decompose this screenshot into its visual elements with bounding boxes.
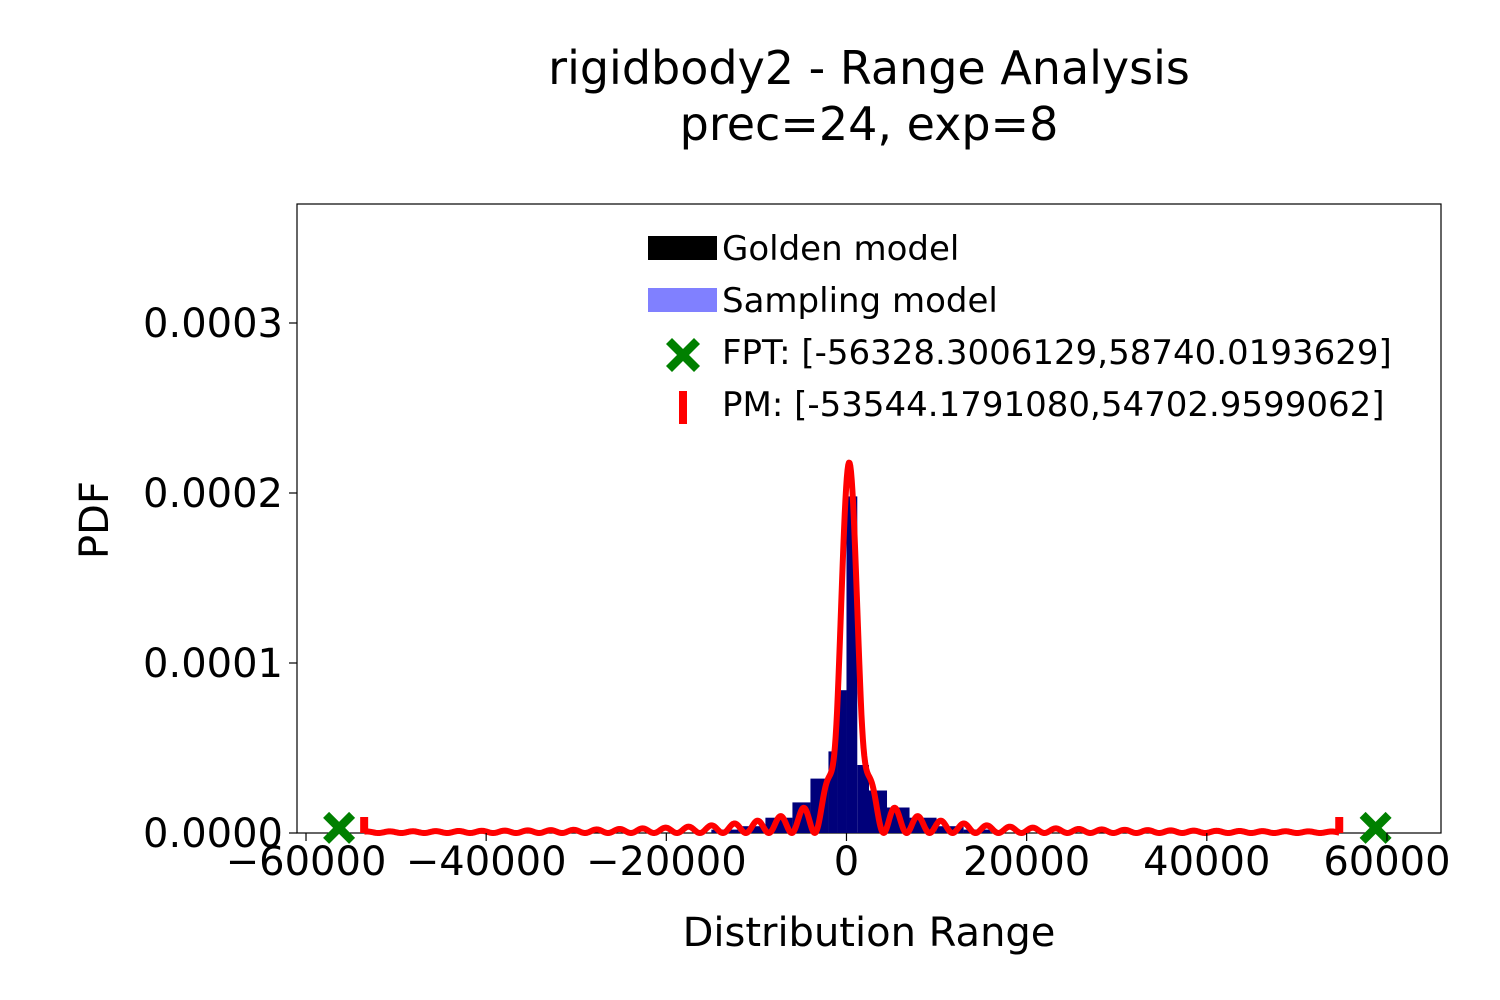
histogram-bar-5 xyxy=(828,751,838,833)
legend-label-1: Sampling model xyxy=(722,281,998,321)
histogram-bar-7 xyxy=(846,496,858,833)
y-axis-ticks: 0.0000 0.0001 0.0002 0.0003 xyxy=(143,301,297,857)
legend-swatch-0 xyxy=(648,236,717,260)
y-axis-label: PDF xyxy=(72,481,118,559)
legend-label-2: FPT: [-56328.3006129,58740.0193629] xyxy=(722,333,1392,373)
legend-label-0: Golden model xyxy=(722,229,959,269)
x-tick-label-4: 20000 xyxy=(963,839,1090,885)
x-tick-label-2: −20000 xyxy=(586,839,747,885)
x-tick-label-5: 40000 xyxy=(1143,839,1270,885)
x-tick-label-3: 0 xyxy=(834,839,859,885)
pm-curve-line xyxy=(361,459,1342,836)
legend-label-3: PM: [-53544.1791080,54702.9599062] xyxy=(722,385,1385,425)
y-tick-label-3: 0.0003 xyxy=(143,301,283,347)
histogram-bars xyxy=(711,496,991,833)
plot-area xyxy=(296,203,1442,844)
x-tick-label-6: 60000 xyxy=(1323,839,1450,885)
pm-range-markers xyxy=(360,817,1344,833)
legend: Golden model Sampling model FPT: [-56328.3… xyxy=(648,229,1392,425)
x-axis-ticks: −60000 −40000 −20000 0 20000 40000 60000 xyxy=(226,833,1451,885)
histogram-bar-6 xyxy=(837,690,847,833)
histogram-bar-8 xyxy=(857,765,869,833)
legend-swatch-2 xyxy=(666,338,700,372)
chart-title-line2: prec=24, exp=8 xyxy=(680,97,1059,151)
y-tick-label-1: 0.0001 xyxy=(143,641,283,687)
y-tick-label-2: 0.0002 xyxy=(143,471,283,517)
x-tick-label-0: −60000 xyxy=(226,839,387,885)
chart-title-line1: rigidbody2 - Range Analysis xyxy=(548,41,1190,95)
x-axis-label: Distribution Range xyxy=(683,910,1056,956)
y-tick-label-0: 0.0000 xyxy=(143,811,283,857)
fpt-marker-1 xyxy=(1359,811,1392,844)
legend-swatch-1 xyxy=(648,288,717,312)
fpt-range-markers xyxy=(323,811,1392,844)
fpt-marker-0 xyxy=(323,811,356,844)
x-tick-label-1: −40000 xyxy=(406,839,567,885)
